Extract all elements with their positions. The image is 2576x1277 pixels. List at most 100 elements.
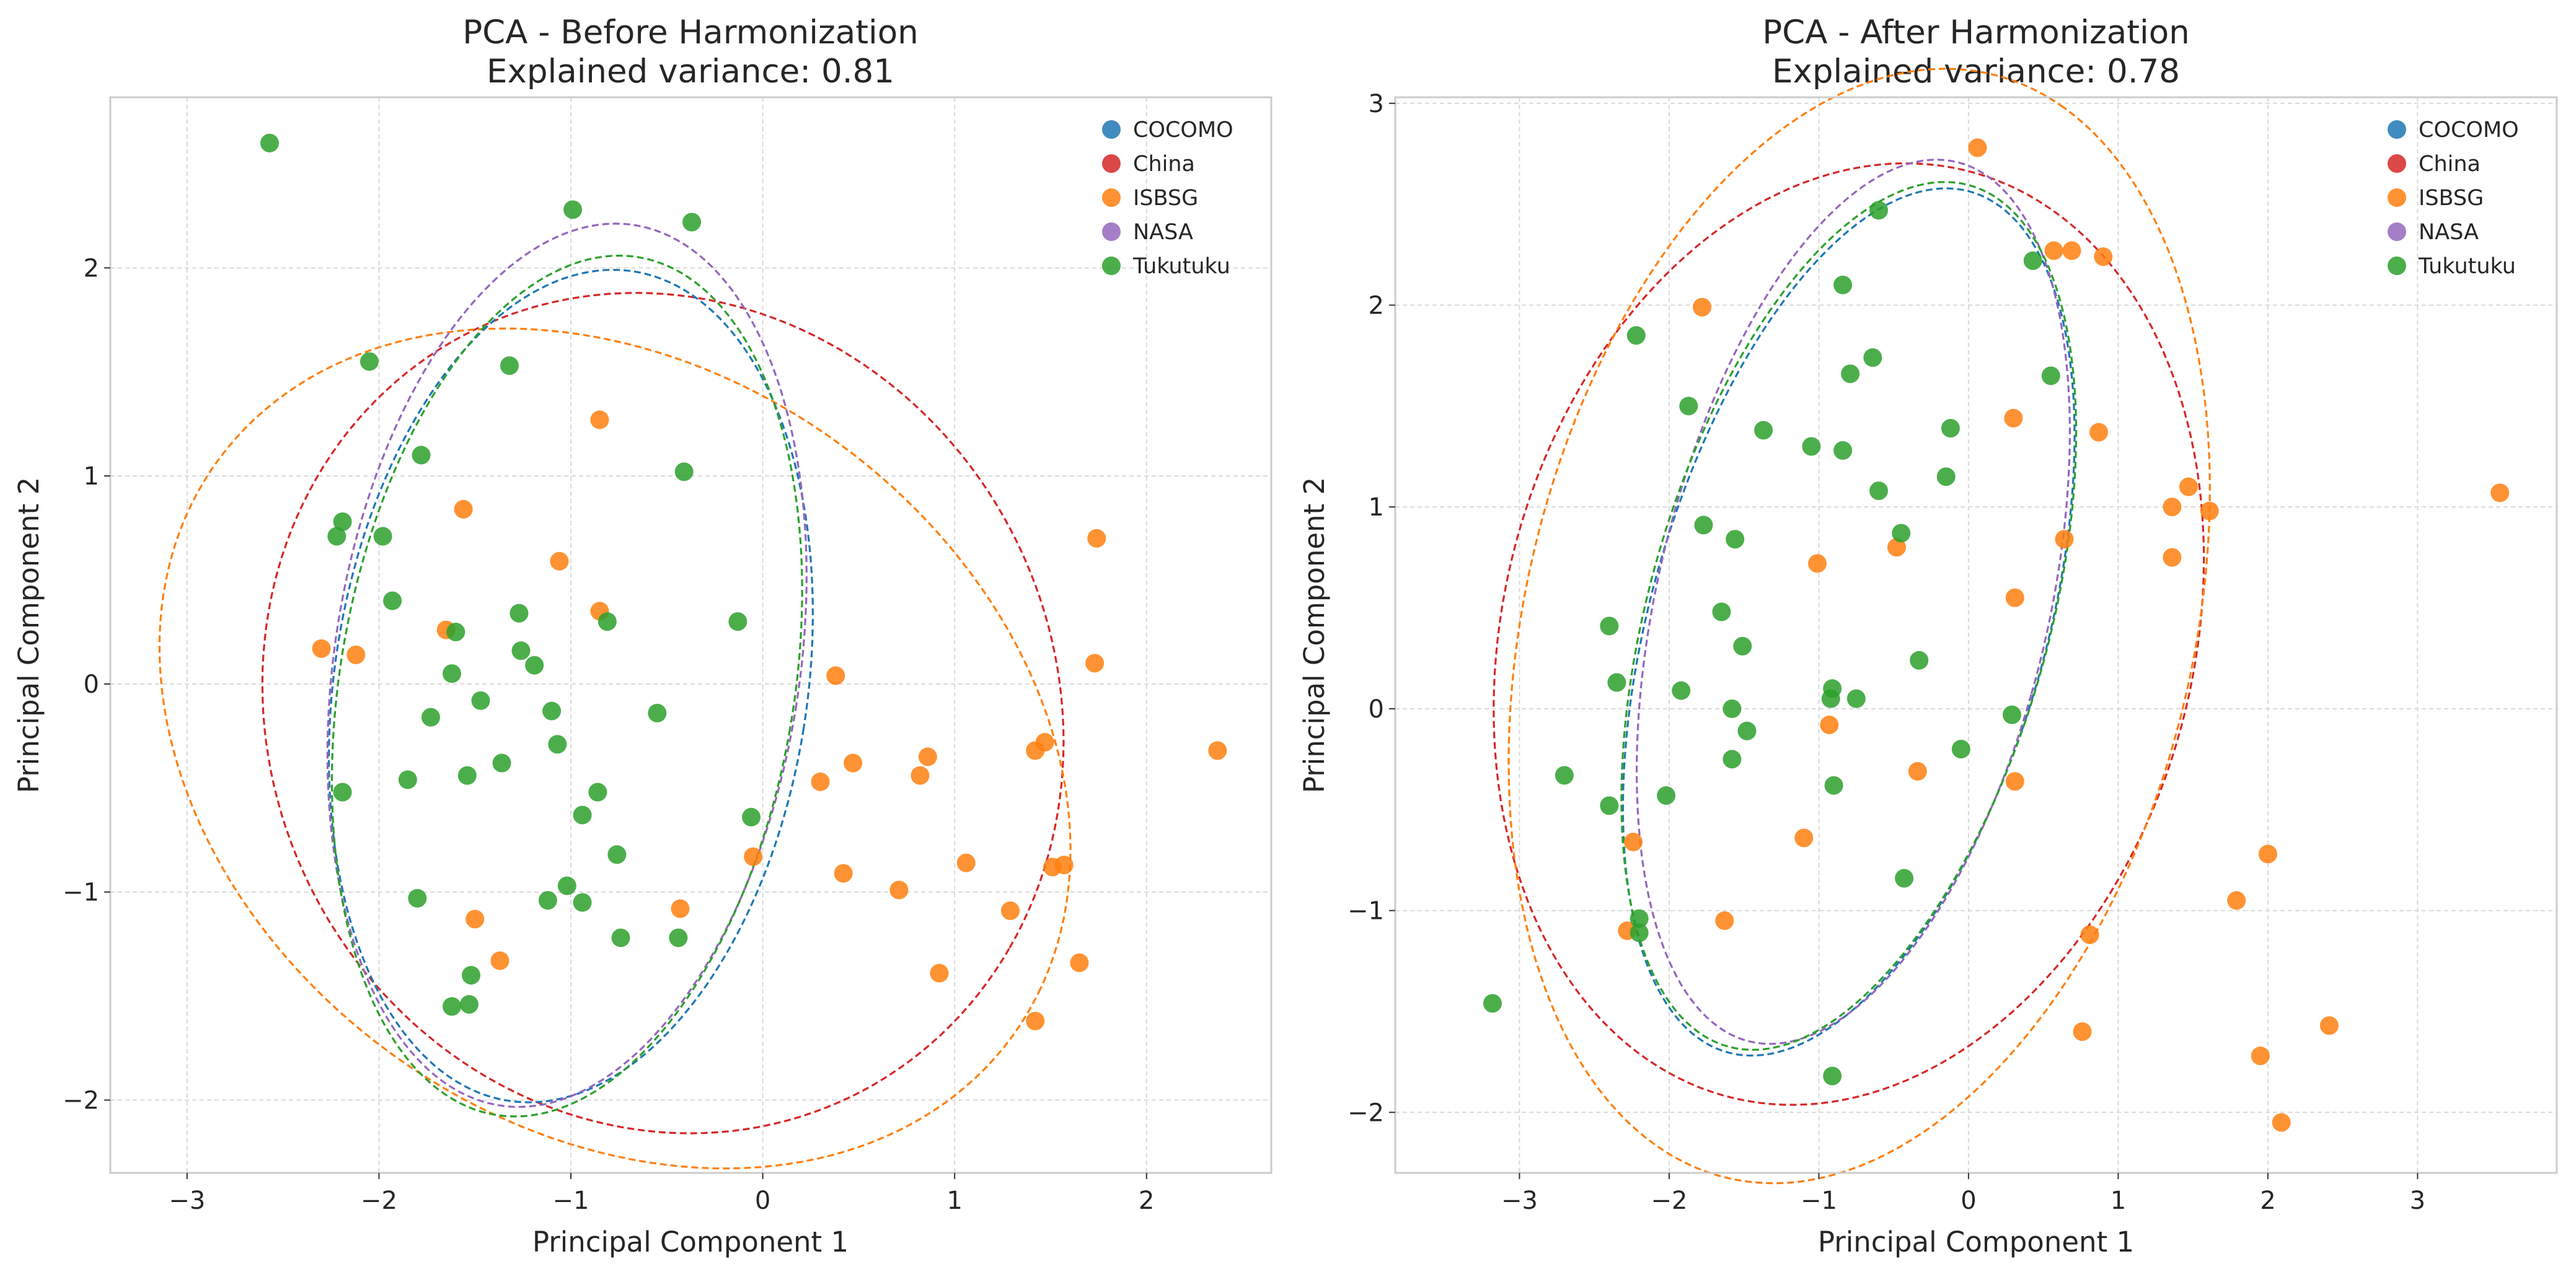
point-tukutuku [398,770,417,789]
point-tukutuku [1863,348,1882,367]
point-isbsg [1026,1011,1045,1030]
y-tick-label: 2 [1369,291,1384,320]
x-tick-label: 1 [2111,1187,2126,1215]
point-tukutuku [509,603,529,623]
point-tukutuku [1672,681,1691,700]
legend-label-china: China [1133,152,1195,177]
x-tick-label: −2 [1651,1187,1687,1215]
point-tukutuku [2002,705,2021,724]
point-isbsg [834,864,853,883]
point-tukutuku [383,591,402,610]
point-tukutuku [1833,441,1853,460]
point-isbsg [671,899,690,918]
point-isbsg [312,639,331,658]
point-isbsg [2062,241,2081,260]
point-isbsg [1085,654,1105,673]
y-axis-label: Principal Component 2 [12,477,45,793]
point-tukutuku [1694,516,1713,535]
point-tukutuku [1630,923,1649,942]
point-isbsg [490,951,509,970]
point-isbsg [1054,856,1074,875]
point-tukutuku [1823,1066,1842,1086]
point-tukutuku [1722,750,1742,769]
point-isbsg [2004,408,2023,428]
legend-marker-cocomo [1102,120,1121,139]
legend-label-tukutuku: Tukutuku [1132,254,1230,279]
point-tukutuku [598,612,617,631]
point-tukutuku [563,200,583,219]
ellipse-china [261,292,1065,1134]
legend-label-tukutuku: Tukutuku [2418,254,2516,279]
x-tick-label: 2 [2260,1187,2275,1215]
point-tukutuku [1869,481,1889,501]
point-tukutuku [588,783,607,802]
point-tukutuku [443,997,462,1016]
grid [110,97,1271,1173]
point-isbsg [2094,247,2113,266]
point-isbsg [1887,538,1907,557]
legend: COCOMO China ISBSG NASA Tukutuku [2388,118,2519,279]
legend-label-china: China [2419,152,2481,177]
y-tick-label: −2 [1348,1099,1384,1127]
point-isbsg [889,880,909,900]
point-tukutuku [443,664,462,683]
chart-title: PCA - After Harmonization [1762,14,2190,51]
point-isbsg [1070,953,1089,972]
point-isbsg [1693,297,1712,317]
x-tick-label: 0 [755,1187,770,1215]
legend-label-cocomo: COCOMO [2419,118,2519,143]
point-tukutuku [1607,673,1626,692]
point-tukutuku [1895,869,1914,888]
point-isbsg [590,410,609,429]
point-tukutuku [1841,364,1860,384]
point-isbsg [2080,925,2099,944]
confidence-ellipses [158,222,1072,1170]
point-tukutuku [1555,766,1574,785]
point-isbsg [2089,423,2109,442]
point-isbsg [550,551,569,571]
legend-label-nasa: NASA [2419,220,2479,245]
point-isbsg [2055,530,2074,549]
scatter-points [260,133,1227,1030]
point-tukutuku [538,891,557,910]
legend-label-nasa: NASA [1133,220,1193,245]
point-isbsg [1208,741,1227,760]
point-tukutuku [1754,421,1773,440]
plot-frame [1394,96,2558,1174]
point-isbsg [1968,138,1987,157]
point-isbsg [2163,548,2182,567]
point-tukutuku [1712,602,1731,621]
point-tukutuku [525,656,544,675]
point-isbsg [1623,832,1643,851]
point-isbsg [1715,911,1734,930]
panel-before-harmonization: PCA - Before Harmonization Explained var… [12,14,1273,1258]
point-tukutuku [1951,740,1970,759]
point-tukutuku [728,612,748,631]
point-isbsg [1808,554,1827,573]
x-tick-label: 1 [946,1187,962,1215]
x-axis-label: Principal Component 1 [532,1226,849,1258]
point-isbsg [2005,588,2024,607]
point-tukutuku [492,753,511,773]
x-tick-label: 0 [1961,1187,1976,1215]
point-tukutuku [1679,397,1698,416]
panel-after-harmonization: PCA - After Harmonization Explained vari… [1298,14,2558,1258]
x-tick-label: −1 [553,1187,589,1215]
point-tukutuku [327,527,346,546]
point-isbsg [1908,761,1927,781]
point-isbsg [2272,1113,2291,1132]
ellipse-isbsg [1507,68,2211,1185]
point-tukutuku [1733,636,1752,656]
point-isbsg [2200,501,2219,520]
point-isbsg [2163,498,2182,517]
ellipse-china [1493,162,2205,1106]
point-tukutuku [333,512,352,531]
x-tick-label: −1 [1801,1187,1837,1215]
tick-labels: −3 −2 −1 0 1 2 −2 −1 0 1 2 [63,254,1154,1215]
point-tukutuku [607,845,627,864]
point-tukutuku [1722,699,1742,718]
point-isbsg [956,853,976,872]
legend-label-isbsg: ISBSG [1133,186,1198,211]
point-tukutuku [412,445,431,465]
